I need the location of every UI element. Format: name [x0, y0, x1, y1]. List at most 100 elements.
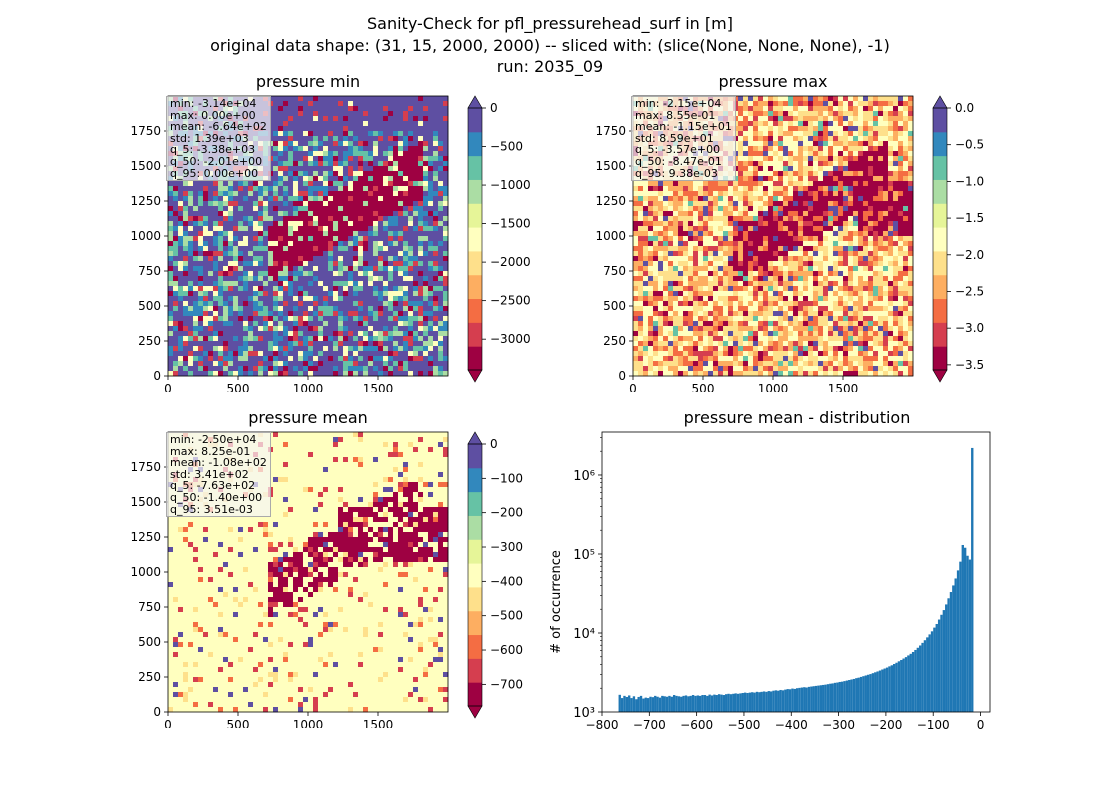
map-cell	[333, 161, 339, 167]
map-cell	[328, 151, 334, 157]
map-cell	[303, 121, 309, 127]
map-cell	[323, 196, 329, 202]
map-cell	[753, 266, 759, 272]
map-cell	[193, 366, 199, 372]
map-cell	[183, 201, 189, 207]
map-cell	[358, 206, 364, 212]
map-cell	[328, 301, 334, 307]
map-cell	[768, 111, 774, 117]
map-cell	[288, 171, 294, 177]
map-cell	[373, 106, 379, 112]
map-cell	[413, 281, 419, 287]
map-cell	[268, 371, 274, 377]
map-cell	[403, 101, 409, 107]
map-cell	[273, 231, 279, 237]
map-cell	[363, 251, 369, 257]
map-cell	[268, 331, 274, 337]
map-cell	[233, 191, 239, 197]
map-cell	[203, 326, 209, 332]
map-cell	[418, 281, 424, 287]
map-cell	[173, 226, 179, 232]
map-cell	[288, 236, 294, 242]
map-cell	[738, 356, 744, 362]
map-cell	[643, 246, 649, 252]
map-cell	[318, 331, 324, 337]
map-cell	[368, 366, 374, 372]
map-cell	[428, 101, 434, 107]
map-cell	[183, 276, 189, 282]
map-cell	[763, 206, 769, 212]
map-cell	[743, 171, 749, 177]
map-cell	[363, 196, 369, 202]
map-cell	[293, 171, 299, 177]
map-cell	[193, 211, 199, 217]
map-cell	[268, 286, 274, 292]
map-cell	[708, 201, 714, 207]
map-cell	[778, 111, 784, 117]
map-cell	[768, 361, 774, 367]
map-cell	[363, 311, 369, 317]
map-cell	[658, 296, 664, 302]
map-cell	[403, 301, 409, 307]
map-cell	[643, 286, 649, 292]
map-cell	[428, 191, 434, 197]
map-cell	[283, 221, 289, 227]
map-cell	[433, 241, 439, 247]
map-cell	[278, 261, 284, 267]
map-cell	[403, 341, 409, 347]
map-cell	[728, 196, 734, 202]
map-cell	[673, 356, 679, 362]
map-cell	[273, 261, 279, 267]
map-cell	[733, 361, 739, 367]
map-cell	[688, 361, 694, 367]
map-cell	[288, 156, 294, 162]
map-cell	[373, 256, 379, 262]
map-cell	[363, 301, 369, 307]
map-cell	[378, 106, 384, 112]
map-cell	[388, 226, 394, 232]
map-cell	[748, 351, 754, 357]
map-cell	[758, 186, 764, 192]
colorbar-tick-label: −1000	[490, 178, 531, 192]
map-cell	[253, 321, 259, 327]
map-cell	[388, 106, 394, 112]
map-cell	[203, 346, 209, 352]
map-cell	[343, 306, 349, 312]
figure-title-line-3: run: 2035_09	[496, 57, 604, 76]
map-cell	[268, 221, 274, 227]
map-cell	[238, 291, 244, 297]
map-cell	[653, 251, 659, 257]
map-cell	[348, 351, 354, 357]
map-cell	[378, 286, 384, 292]
map-cell	[723, 221, 729, 227]
map-cell	[238, 276, 244, 282]
map-cell	[703, 206, 709, 212]
map-cell	[398, 336, 404, 342]
map-cell	[198, 341, 204, 347]
map-cell	[353, 116, 359, 122]
map-cell	[298, 306, 304, 312]
map-cell	[688, 251, 694, 257]
map-cell	[213, 296, 219, 302]
map-cell	[438, 186, 444, 192]
map-cell	[318, 286, 324, 292]
map-cell	[283, 241, 289, 247]
map-cell	[238, 366, 244, 372]
map-cell	[273, 351, 279, 357]
map-cell	[368, 156, 374, 162]
map-cell	[638, 201, 644, 207]
map-cell	[243, 241, 249, 247]
map-cell	[758, 111, 764, 117]
map-cell	[168, 321, 174, 327]
map-cell	[683, 266, 689, 272]
map-cell	[303, 141, 309, 147]
map-cell	[398, 211, 404, 217]
map-cell	[273, 196, 279, 202]
map-cell	[648, 191, 654, 197]
map-cell	[698, 341, 704, 347]
map-cell	[378, 191, 384, 197]
map-cell	[718, 301, 724, 307]
map-cell	[303, 236, 309, 242]
map-cell	[298, 131, 304, 137]
map-cell	[223, 356, 229, 362]
